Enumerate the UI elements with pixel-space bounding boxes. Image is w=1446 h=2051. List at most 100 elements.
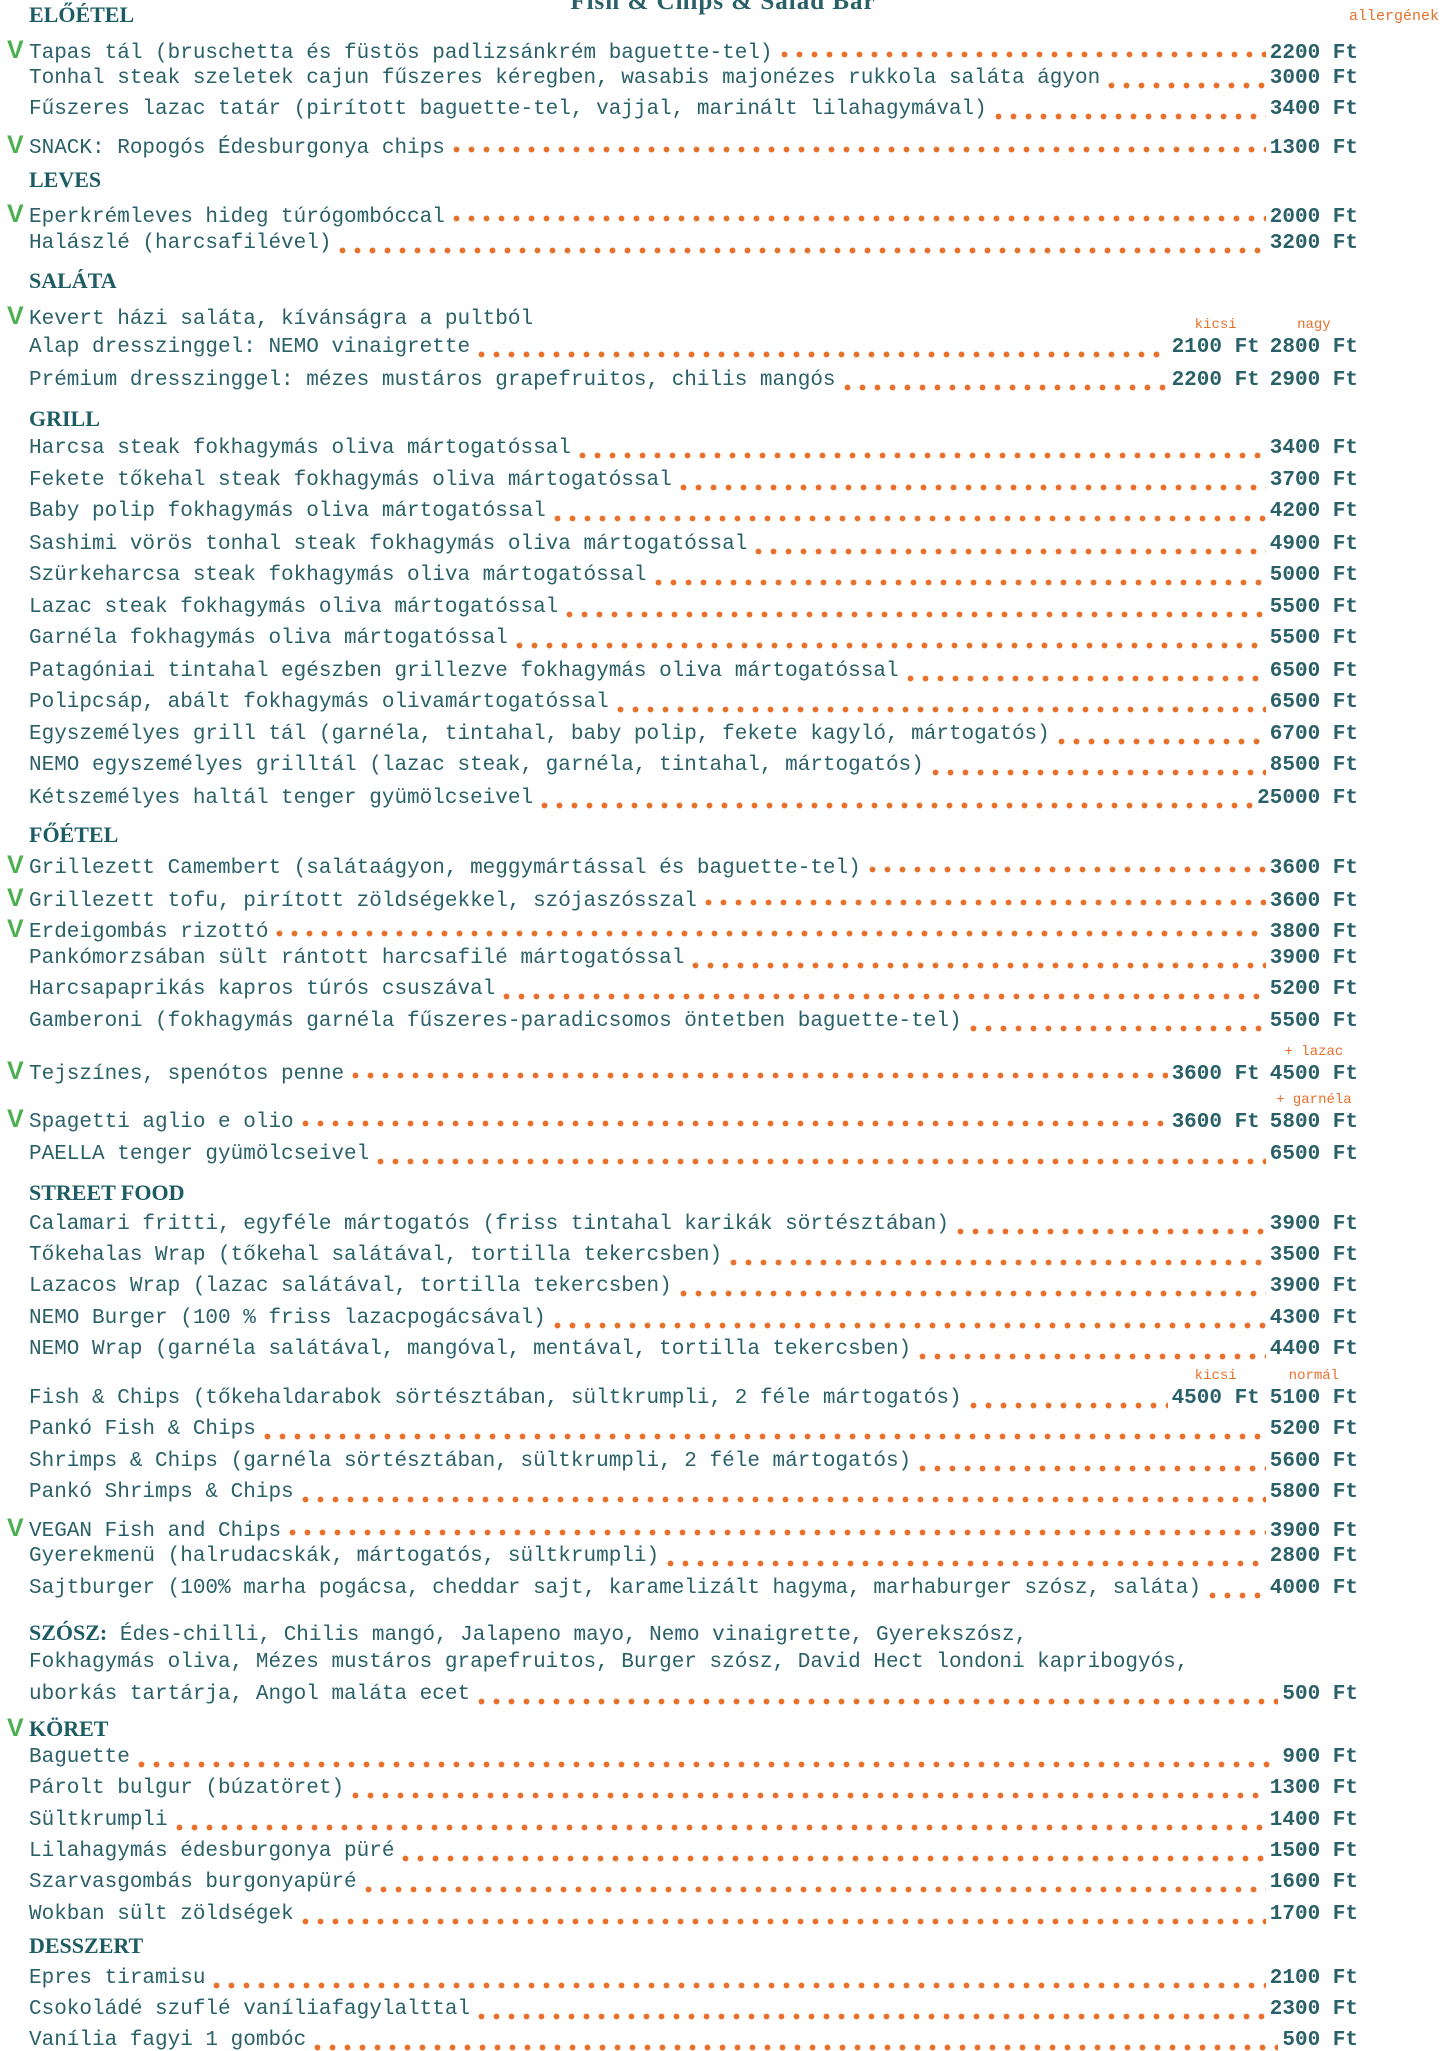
price: 2900 Ft — [1269, 369, 1358, 393]
leader — [675, 483, 1266, 491]
price: 2200 Ft — [1269, 42, 1358, 66]
price: 3500 Ft — [1269, 1244, 1358, 1267]
space — [107, 1624, 120, 1647]
sauce-text: uborkás tartárja, Angol maláta ecet — [29, 1682, 471, 1706]
menu-item: V Tejszínes, spenótos penne 3600 Ft 4500 Ft… — [7, 1044, 1358, 1086]
price: 5500 Ft — [1269, 627, 1358, 651]
price: 1400 Ft — [1269, 1808, 1358, 1832]
price: 2300 Ft — [1269, 1998, 1358, 2022]
leader — [688, 961, 1266, 969]
veg-mark: V — [7, 851, 24, 880]
item-name: Wokban sült zöldségek — [29, 1902, 294, 1926]
section-heading: FŐÉTEL — [7, 822, 1358, 850]
menu-item: Lilahagymás édesburgonya püré 1500 Ft — [7, 1840, 1358, 1868]
size-note: + garnéla — [1276, 1092, 1352, 1109]
menu-item: Tonhal steak szeletek cajun fűszeres kér… — [7, 67, 1358, 95]
leader — [360, 1886, 1266, 1894]
menu-item: Baby polip fokhagymás oliva mártogatóssa… — [7, 500, 1358, 528]
item-name: Gamberoni (fokhagymás garnéla fűszeres-p… — [29, 1009, 962, 1033]
veg-mark: V — [7, 302, 24, 331]
menu-item: Párolt bulgur (búzatöret) 1300 Ft — [7, 1777, 1358, 1805]
price: 2100 Ft — [1269, 1967, 1358, 1990]
item-name: Sashimi vörös tonhal steak fokhagymás ol… — [29, 532, 748, 556]
leader — [448, 145, 1266, 153]
menu-item: Harcsa steak fokhagymás oliva mártogatós… — [7, 437, 1358, 465]
item-name: Pankó Fish & Chips — [29, 1418, 256, 1442]
price: 3600 Ft — [1171, 1062, 1260, 1086]
item-name: Csokoládé szuflé vaníliafagylalttal — [29, 1998, 471, 2022]
section-title: GRILL — [29, 405, 100, 431]
price: 3400 Ft — [1269, 437, 1358, 461]
menu-item: Szarvasgombás burgonyapüré 1600 Ft — [7, 1871, 1358, 1899]
size-note: nagy — [1297, 317, 1331, 334]
leader — [171, 1823, 1266, 1831]
leader — [915, 1353, 1266, 1361]
veg-mark: V — [7, 1513, 24, 1542]
price: 2800 Ft nagy — [1269, 317, 1358, 360]
leader — [965, 1024, 1266, 1032]
item-name: PAELLA tenger gyümölcseivel — [29, 1143, 370, 1167]
leader — [448, 215, 1266, 223]
menu-item: Lazacos Wrap (lazac salátával, tortilla … — [7, 1275, 1358, 1303]
item-name: Patagóniai tintahal egészben grillezve f… — [29, 659, 899, 683]
item-name: Lazac steak fokhagymás oliva mártogatóss… — [29, 595, 559, 619]
item-name: Baby polip fokhagymás oliva mártogatóssa… — [29, 500, 546, 524]
size-note: + lazac — [1284, 1043, 1344, 1060]
veg-mark: V — [7, 1714, 24, 1743]
size-note: kicsi — [1194, 317, 1237, 334]
leader — [348, 1792, 1266, 1800]
menu-item: Baguette 900 Ft — [7, 1746, 1358, 1774]
item-name: Grillezett tofu, pirított zöldségekkel, … — [29, 889, 697, 913]
leader — [574, 452, 1266, 460]
price: 3900 Ft — [1269, 1519, 1358, 1543]
menu-item: Gyerekmenü (halrudacskák, mártogatós, sü… — [7, 1545, 1358, 1573]
veg-mark: V — [7, 200, 24, 229]
leader — [927, 769, 1266, 777]
menu-item: Pankó Shrimps & Chips 5800 Ft — [7, 1481, 1358, 1509]
price: 2100 Ft kicsi — [1171, 317, 1260, 360]
menu-item: Pankómorzsában sült rántott harcsafilé m… — [7, 947, 1358, 975]
leader — [373, 1158, 1266, 1166]
sauce-line: Fokhagymás oliva, Mézes mustáros grapefr… — [7, 1651, 1358, 1679]
price: 4300 Ft — [1269, 1306, 1358, 1330]
item-name: Szarvasgombás burgonyapüré — [29, 1871, 357, 1895]
price: 6500 Ft — [1269, 659, 1358, 683]
menu-item: V VEGAN Fish and Chips 3900 Ft — [7, 1513, 1358, 1543]
leader — [133, 1760, 1279, 1768]
menu-item: Fűszeres lazac tatár (pirított baguette-… — [7, 98, 1358, 126]
item-name: NEMO Burger (100 % friss lazacpogácsával… — [29, 1306, 546, 1330]
leader — [839, 384, 1168, 392]
section-heading: STREET FOOD — [7, 1180, 1358, 1208]
menu-item: V Tapas tál (bruschetta és füstös padlizs… — [7, 36, 1358, 66]
price: 4900 Ft — [1269, 532, 1358, 556]
section-title: KÖRET — [29, 1716, 109, 1742]
item-name: Lilahagymás édesburgonya püré — [29, 1839, 395, 1863]
item-name: Baguette — [29, 1745, 130, 1769]
item-name: Tőkehalas Wrap (tőkehal salátával, torti… — [29, 1244, 723, 1267]
item-name: Polipcsáp, abált fokhagymás olivamártoga… — [29, 691, 609, 715]
price: 5500 Ft — [1269, 595, 1358, 619]
sauce-line: SZÓSZ: Édes-chilli, Chilis mangó, Jalape… — [7, 1620, 1358, 1648]
item-name: Pankómorzsában sült rántott harcsafilé m… — [29, 946, 685, 970]
item-name: NEMO egyszemélyes grilltál (lazac steak,… — [29, 754, 924, 778]
leader — [776, 51, 1266, 59]
item-name: Shrimps & Chips (garnéla sörtésztában, s… — [29, 1449, 912, 1473]
price: 6500 Ft — [1269, 1143, 1358, 1167]
price: 25000 Ft — [1257, 786, 1358, 810]
price: 3900 Ft — [1269, 946, 1358, 970]
leader — [310, 2043, 1279, 2051]
item-name: Harcsa steak fokhagymás oliva mártogatós… — [29, 437, 571, 461]
menu-item: Prémium dresszinggel: mézes mustáros gra… — [7, 369, 1358, 397]
item-name: Pankó Shrimps & Chips — [29, 1481, 294, 1505]
leader — [537, 801, 1254, 809]
price: 500 Ft — [1282, 1682, 1358, 1706]
leader — [297, 1496, 1266, 1504]
item-name: Tonhal steak szeletek cajun fűszeres kér… — [29, 66, 1101, 90]
leader — [297, 1120, 1168, 1128]
price: 4000 Ft — [1269, 1576, 1358, 1600]
menu-item: Kétszemélyes haltál tenger gyümölcseivel… — [7, 787, 1358, 815]
price: 4500 Ft kicsi — [1171, 1367, 1260, 1410]
price: 900 Ft — [1282, 1745, 1358, 1769]
price: 8500 Ft — [1269, 754, 1358, 778]
item-name: Halászlé (harcsafilével) — [29, 231, 332, 255]
